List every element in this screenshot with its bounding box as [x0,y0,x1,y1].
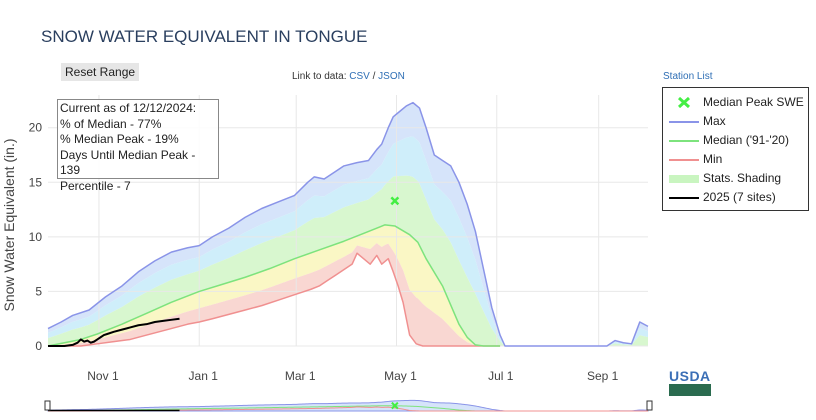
percent-median-peak-line: % Median Peak - 19% [60,132,179,146]
band-min [48,243,648,346]
line-swatch-icon [669,197,699,199]
legend-item-max[interactable]: Max [663,112,808,131]
chart-title: SNOW WATER EQUIVALENT IN TONGUE [41,27,368,46]
median-peak-marker [390,196,400,206]
series-current-line [48,317,180,347]
legend-label: 2025 (7 sites) [703,190,776,204]
series-max-line [47,101,649,347]
y-tick-label: 5 [35,284,42,298]
data-links-separator: / [372,71,376,82]
chart-markers [390,196,400,206]
usda-logo-wave-icon [669,384,711,396]
usda-logo-text: USDA [669,368,711,384]
legend-item-median-peak[interactable]: Median Peak SWE [663,93,808,112]
json-link[interactable]: JSON [378,71,405,82]
y-tick-label: 15 [29,175,43,189]
current-date-line: Current as of 12/12/2024: [60,101,197,115]
reset-range-button[interactable]: Reset Range [61,63,140,81]
legend-item-shading[interactable]: Stats. Shading [663,169,808,188]
range-slider-peak-marker [391,401,399,410]
chart-legend: Median Peak SWE Max Median ('91-'20) Min… [662,87,809,211]
days-until-peak-line: Days Until Median Peak - 139 [60,147,196,178]
range-slider-right-handle[interactable] [646,400,653,411]
chart-series-lines [47,101,649,347]
legend-item-current[interactable]: 2025 (7 sites) [663,188,808,207]
legend-item-median[interactable]: Median ('91-'20) [663,131,808,150]
legend-label: Median ('91-'20) [703,133,789,147]
legend-label: Max [703,114,726,128]
y-tick-label: 0 [35,339,42,353]
csv-link[interactable]: CSV [349,71,370,82]
y-axis-label: Snow Water Equivalent (in.) [1,139,17,312]
percent-of-median-line: % of Median - 77% [60,116,162,131]
x-tick-label: Sep 1 [587,369,619,383]
x-tick-label: Nov 1 [87,369,119,383]
legend-label: Min [703,152,723,166]
cross-marker-icon [677,97,691,108]
shading-swatch-icon [669,175,699,183]
series-min-line [48,252,501,347]
legend-label: Stats. Shading [703,171,782,185]
x-tick-label: Mar 1 [285,369,316,383]
line-swatch-icon [669,140,699,142]
series-median-line [47,224,501,347]
x-tick-label: May 1 [384,369,417,383]
legend-label: Median Peak SWE [703,95,804,109]
data-links-prefix: Link to data: [292,71,347,82]
station-list-link[interactable]: Station List [663,71,713,82]
line-swatch-icon [669,121,699,123]
y-tick-label: 10 [29,230,43,244]
current-stats-box: Current as of 12/12/2024: % of Median - … [57,99,219,193]
x-tick-label: Jul 1 [488,369,514,383]
percentile-line: Percentile - 7 [60,178,131,193]
usda-logo: USDA [669,368,711,398]
range-slider[interactable] [44,399,653,412]
y-axis-ticks: 0 5 10 15 20 [29,121,43,353]
range-slider-left-handle[interactable] [44,400,51,411]
x-axis-ticks: Nov 1 Jan 1 Mar 1 May 1 Jul 1 Sep 1 [87,369,618,383]
legend-item-min[interactable]: Min [663,150,808,169]
y-tick-label: 20 [29,121,43,135]
data-links: Link to data: CSV / JSON [292,71,405,82]
line-swatch-icon [669,159,699,161]
x-tick-label: Jan 1 [189,369,219,383]
chart-gridlines [48,95,648,347]
